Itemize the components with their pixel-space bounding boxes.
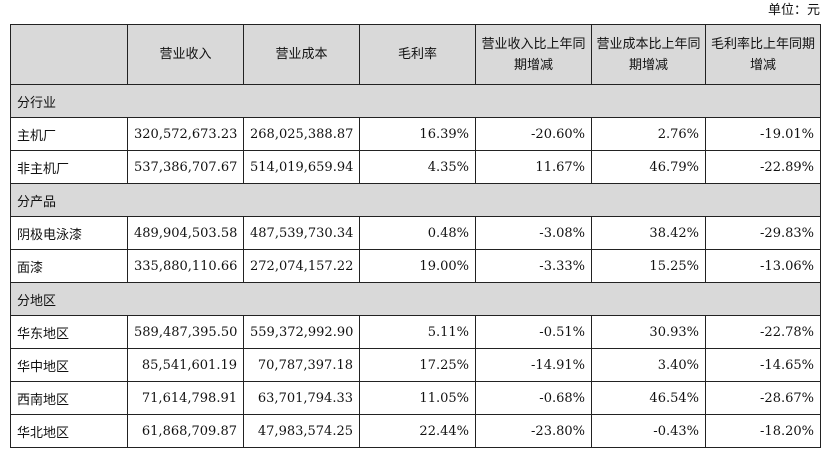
revenue-change-cell: -23.80% [475, 414, 592, 448]
gross-margin-cell: 0.48% [359, 216, 476, 250]
row-label-cell: 华中地区 [10, 348, 128, 382]
cost-change-cell: 46.79% [591, 150, 706, 184]
row-label-cell: 华东地区 [10, 315, 128, 349]
group-header-row: 分地区 [10, 282, 821, 316]
margin-change-cell: -13.06% [705, 249, 821, 283]
header-gross-margin: 毛利率 [359, 24, 476, 85]
group-title: 分行业 [10, 84, 821, 118]
revenue-change-cell: 11.67% [475, 150, 592, 184]
revenue-cell: 537,386,707.67 [127, 150, 244, 184]
revenue-change-cell: -0.68% [475, 381, 592, 415]
revenue-change-cell: -20.60% [475, 117, 592, 151]
cost-change-cell: 15.25% [591, 249, 706, 283]
revenue-cell: 320,572,673.23 [127, 117, 244, 151]
row-label-cell: 主机厂 [10, 117, 128, 151]
gross-margin-cell: 5.11% [359, 315, 476, 349]
revenue-change-cell: -3.33% [475, 249, 592, 283]
header-corner [10, 24, 128, 85]
row-label-cell: 西南地区 [10, 381, 128, 415]
table-body: 分行业 主机厂 320,572,673.23 268,025,388.87 16.39%… [10, 84, 821, 448]
margin-change-cell: -22.89% [705, 150, 821, 184]
table-row: 阴极电泳漆 489,904,503.58 487,539,730.34 0.48% -3… [10, 216, 821, 250]
revenue-cell: 61,868,709.87 [127, 414, 244, 448]
cost-cell: 47,983,574.25 [243, 414, 360, 448]
margin-change-cell: -14.65% [705, 348, 821, 382]
unit-label: 单位：元 [767, 3, 820, 18]
table-row: 非主机厂 537,386,707.67 514,019,659.94 4.35% 11.… [10, 150, 821, 184]
cost-change-cell: 3.40% [591, 348, 706, 382]
header-margin-change: 毛利率比上年同期增减 [705, 24, 821, 85]
cost-change-cell: 46.54% [591, 381, 706, 415]
gross-margin-cell: 11.05% [359, 381, 476, 415]
revenue-cell: 489,904,503.58 [127, 216, 244, 250]
row-label-cell: 面漆 [10, 249, 128, 283]
group-title: 分产品 [10, 183, 821, 217]
cost-change-cell: 38.42% [591, 216, 706, 250]
revenue-cell: 71,614,798.91 [127, 381, 244, 415]
revenue-change-cell: -14.91% [475, 348, 592, 382]
table-row: 华中地区 85,541,601.19 70,787,397.18 17.25% -14.… [10, 348, 821, 382]
cost-cell: 268,025,388.87 [243, 117, 360, 151]
header-cost-change: 营业成本比上年同期增减 [591, 24, 706, 85]
revenue-cell: 335,880,110.66 [127, 249, 244, 283]
table-row: 华北地区 61,868,709.87 47,983,574.25 22.44% -23.… [10, 414, 821, 448]
group-header-row: 分行业 [10, 84, 821, 118]
table-header-row: 营业收入 营业成本 毛利率 营业收入比上年同期增减 营业成本比上年同期增减 毛利… [10, 24, 821, 85]
cost-cell: 63,701,794.33 [243, 381, 360, 415]
cost-cell: 559,372,992.90 [243, 315, 360, 349]
cost-cell: 514,019,659.94 [243, 150, 360, 184]
revenue-change-cell: -0.51% [475, 315, 592, 349]
gross-margin-cell: 4.35% [359, 150, 476, 184]
table-row: 面漆 335,880,110.66 272,074,157.22 19.00% -3.3… [10, 249, 821, 283]
header-revenue-change: 营业收入比上年同期增减 [475, 24, 592, 85]
header-revenue: 营业收入 [127, 24, 244, 85]
revenue-cell: 589,487,395.50 [127, 315, 244, 349]
row-label-cell: 阴极电泳漆 [10, 216, 128, 250]
cost-change-cell: 2.76% [591, 117, 706, 151]
row-label-cell: 华北地区 [10, 414, 128, 448]
group-title: 分地区 [10, 282, 821, 316]
financial-table: 营业收入 营业成本 毛利率 营业收入比上年同期增减 营业成本比上年同期增减 毛利… [10, 24, 821, 448]
cost-change-cell: -0.43% [591, 414, 706, 448]
gross-margin-cell: 17.25% [359, 348, 476, 382]
margin-change-cell: -19.01% [705, 117, 821, 151]
margin-change-cell: -29.83% [705, 216, 821, 250]
row-label-cell: 非主机厂 [10, 150, 128, 184]
revenue-change-cell: -3.08% [475, 216, 592, 250]
group-header-row: 分产品 [10, 183, 821, 217]
cost-change-cell: 30.93% [591, 315, 706, 349]
gross-margin-cell: 16.39% [359, 117, 476, 151]
margin-change-cell: -28.67% [705, 381, 821, 415]
gross-margin-cell: 19.00% [359, 249, 476, 283]
cost-cell: 70,787,397.18 [243, 348, 360, 382]
table-row: 华东地区 589,487,395.50 559,372,992.90 5.11% -0.… [10, 315, 821, 349]
margin-change-cell: -18.20% [705, 414, 821, 448]
cost-cell: 272,074,157.22 [243, 249, 360, 283]
margin-change-cell: -22.78% [705, 315, 821, 349]
revenue-cell: 85,541,601.19 [127, 348, 244, 382]
header-cost: 营业成本 [243, 24, 360, 85]
table-row: 西南地区 71,614,798.91 63,701,794.33 11.05% -0.6… [10, 381, 821, 415]
cost-cell: 487,539,730.34 [243, 216, 360, 250]
table-row: 主机厂 320,572,673.23 268,025,388.87 16.39% -20… [10, 117, 821, 151]
gross-margin-cell: 22.44% [359, 414, 476, 448]
